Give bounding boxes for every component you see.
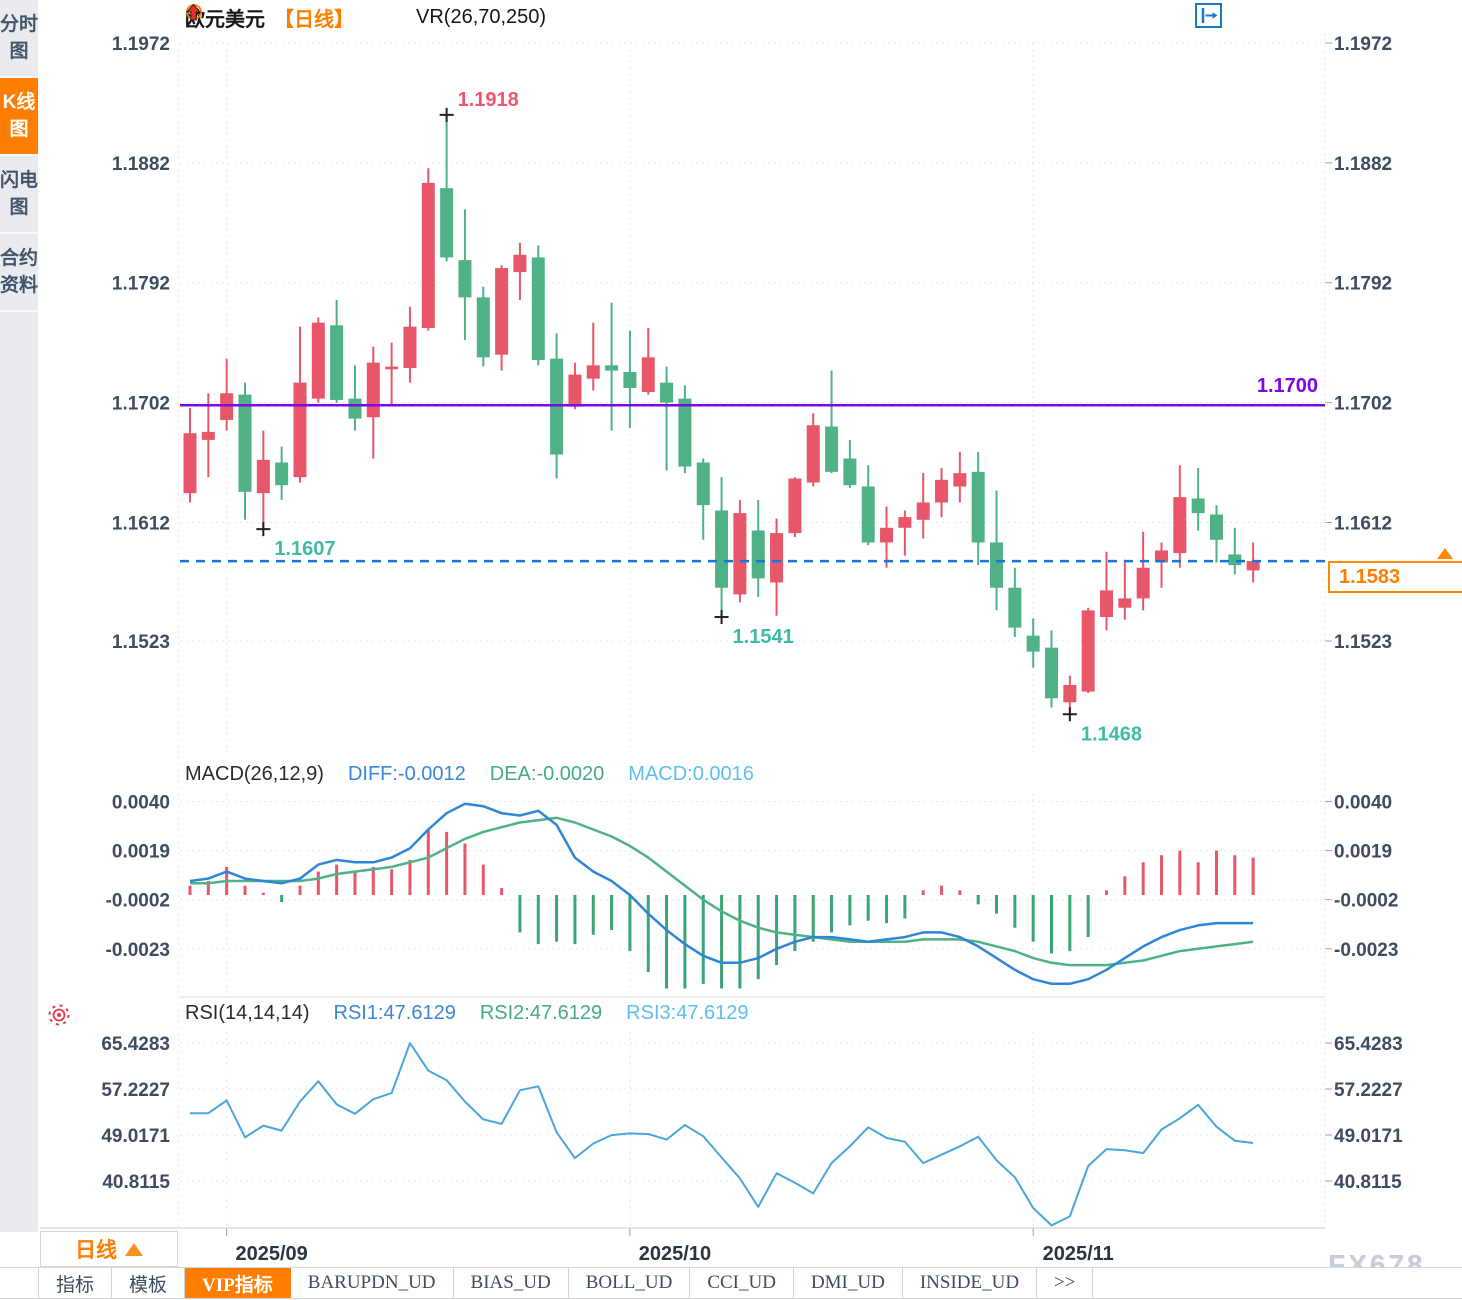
indicator-tabbar: 指标 模板 VIP指标 BARUPDN_UD BIAS_UD BOLL_UD CCI_UD D… xyxy=(0,1267,1462,1299)
price-axis-label-right-5: 1.1523 xyxy=(1334,632,1392,653)
tab-1[interactable]: 模板 xyxy=(112,1268,186,1298)
price-axis-label-right-1: 1.1882 xyxy=(1334,154,1392,175)
chart-toolbar xyxy=(1195,3,1315,28)
price-axis-label-left-2: 1.1792 xyxy=(112,274,170,295)
macd-axis-label-left-2: -0.0002 xyxy=(106,891,170,912)
macd-axis-label-right-0: 0.0040 xyxy=(1334,792,1392,813)
tab-9[interactable]: >> xyxy=(1037,1268,1094,1298)
tab-6[interactable]: CCI_UD xyxy=(690,1268,794,1298)
rsi-axis-label-right-1: 57.2227 xyxy=(1334,1080,1403,1101)
rsi-axis-label-left-2: 49.0171 xyxy=(101,1126,170,1147)
rsi2-value: RSI2:47.6129 xyxy=(479,1002,603,1024)
macd-axis-label-left-0: 0.0040 xyxy=(112,792,170,813)
macd-dea-value: DEA:-0.0020 xyxy=(489,763,605,785)
red-up-arrow-icon xyxy=(185,3,407,27)
tab-2[interactable]: VIP指标 xyxy=(185,1268,291,1298)
rsi3-value: RSI3:47.6129 xyxy=(626,1002,749,1024)
period-tag: 【日线】 xyxy=(274,8,354,31)
macd-axis-label-right-1: 0.0019 xyxy=(1334,842,1392,863)
rsi-axis-label-right-2: 49.0171 xyxy=(1334,1126,1403,1147)
rsi-header: RSI(14,14,14) RSI1:47.6129 RSI2:47.6129 … xyxy=(185,1002,749,1025)
fit-price-axis-icon[interactable] xyxy=(1195,3,1284,28)
rsi-title: RSI(14,14,14) xyxy=(185,1002,310,1024)
horizontal-line-label: 1.1700 xyxy=(1256,375,1318,397)
annotation-high-0: 1.1918 xyxy=(458,89,519,111)
symbol-title: 欧元美元 xyxy=(185,8,265,31)
macd-title: MACD(26,12,9) xyxy=(185,763,324,785)
macd-header: MACD(26,12,9) DIFF:-0.0012 DEA:-0.0020 M… xyxy=(185,763,754,786)
rsi-axis-label-left-1: 57.2227 xyxy=(101,1080,170,1101)
x-axis-month-label-0: 2025/09 xyxy=(236,1243,308,1265)
macd-axis-label-right-2: -0.0002 xyxy=(1334,891,1398,912)
sidebar-item-2[interactable]: 闪电图 xyxy=(0,156,38,234)
price-axis-label-left-1: 1.1882 xyxy=(112,154,170,175)
rsi-axis-label-left-3: 40.8115 xyxy=(102,1172,170,1193)
macd-axis-label-left-3: -0.0023 xyxy=(106,940,170,961)
tab-5[interactable]: BOLL_UD xyxy=(569,1268,691,1298)
go-to-latest-icon[interactable] xyxy=(1195,3,1315,28)
macd-diff-value: DIFF:-0.0012 xyxy=(347,763,466,785)
rsi-axis-label-right-3: 40.8115 xyxy=(1334,1172,1402,1193)
macd-axis-label-right-3: -0.0023 xyxy=(1334,940,1398,961)
fit-time-axis-icon[interactable] xyxy=(1195,3,1253,28)
macd-axis-label-left-1: 0.0019 xyxy=(112,842,170,863)
price-axis-label-right-0: 1.1972 xyxy=(1334,34,1392,55)
tab-0[interactable]: 指标 xyxy=(39,1268,113,1298)
vr-indicator-label: VR(26,70,250) xyxy=(416,5,547,28)
price-axis-label-left-3: 1.1702 xyxy=(112,394,170,415)
rsi-axis-label-right-0: 65.4283 xyxy=(1334,1034,1403,1055)
period-selector-button[interactable]: 日线 xyxy=(40,1231,178,1267)
price-axis-label-left-4: 1.1612 xyxy=(112,513,170,534)
tab-8[interactable]: INSIDE_UD xyxy=(903,1268,1038,1298)
price-axis-label-left-0: 1.1972 xyxy=(112,34,170,55)
tab-7[interactable]: DMI_UD xyxy=(794,1268,903,1298)
plus-circle-icon[interactable] xyxy=(186,4,381,26)
sidebar-item-0[interactable]: 分时图 xyxy=(0,0,38,78)
price-axis-label-right-2: 1.1792 xyxy=(1334,274,1392,295)
price-axis-label-left-5: 1.1523 xyxy=(112,632,170,653)
rsi-axis-label-left-0: 65.4283 xyxy=(101,1034,170,1055)
price-axis-label-right-4: 1.1612 xyxy=(1334,513,1392,534)
chart-header: 欧元美元 【日线】 VR(26,70,250) xyxy=(185,3,546,31)
sidebar-item-1[interactable]: K线图 xyxy=(0,78,38,156)
triangle-up-icon xyxy=(125,1242,143,1256)
last-price-tag: 1.1583 xyxy=(1328,561,1462,593)
annotation-low-2: 1.1541 xyxy=(733,626,794,648)
x-axis-month-label-1: 2025/10 xyxy=(639,1243,711,1265)
last-price-arrow-icon xyxy=(1437,548,1453,559)
tab-4[interactable]: BIAS_UD xyxy=(454,1268,569,1298)
macd-value: MACD:0.0016 xyxy=(628,763,754,785)
annotation-low-1: 1.1607 xyxy=(274,538,335,560)
rsi1-value: RSI1:47.6129 xyxy=(333,1002,456,1024)
period-selector-label: 日线 xyxy=(75,1239,117,1262)
annotation-low-3: 1.1468 xyxy=(1081,723,1142,745)
sidebar-item-3[interactable]: 合约资料 xyxy=(0,234,38,312)
left-sidebar: 分时图 K线图 闪电图 合约资料 xyxy=(0,0,38,1232)
price-axis-label-right-3: 1.1702 xyxy=(1334,394,1392,415)
tab-3[interactable]: BARUPDN_UD xyxy=(291,1268,454,1298)
x-axis-month-label-2: 2025/11 xyxy=(1043,1243,1114,1265)
tabbar-spacer xyxy=(0,1268,39,1298)
